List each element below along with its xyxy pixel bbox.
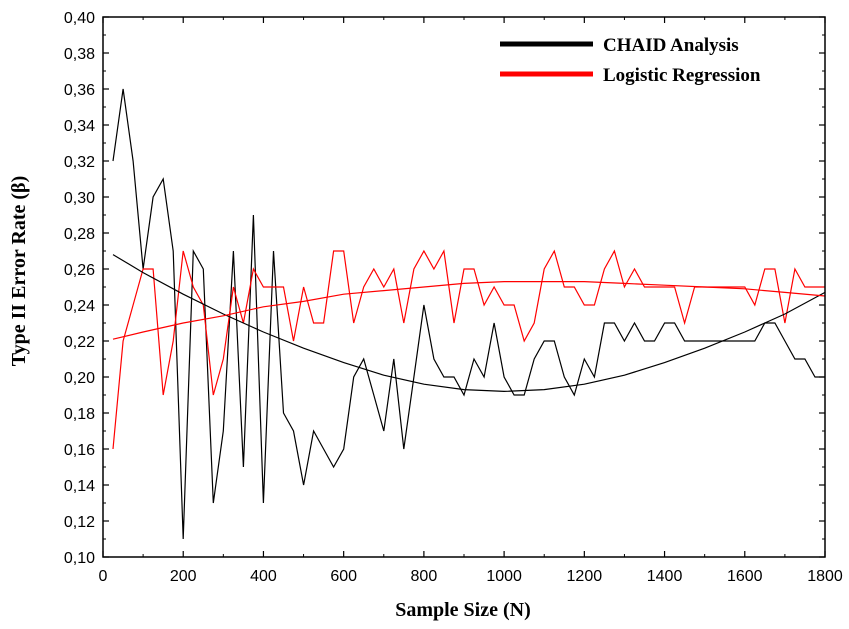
x-tick-label: 600 — [330, 568, 357, 585]
y-tick-label: 0,10 — [64, 550, 95, 567]
y-tick-label: 0,36 — [64, 82, 95, 99]
plot-area-frame — [102, 16, 826, 558]
y-tick-label: 0,30 — [64, 190, 95, 207]
y-tick-label: 0,34 — [64, 118, 95, 135]
axis-ticks: 0 200 400 600 800 1000 1200 1400 1600 1800 0,10 0,1… — [64, 10, 843, 585]
y-tick-label: 0,24 — [64, 298, 95, 315]
x-tick-label: 1200 — [567, 568, 603, 585]
x-tick-label: 1000 — [486, 568, 522, 585]
y-tick-label: 0,16 — [64, 442, 95, 459]
x-tick-label: 800 — [411, 568, 438, 585]
y-axis-title: Type II Error Rate (β) — [8, 176, 30, 367]
x-tick-label: 1600 — [727, 568, 763, 585]
chaid-analysis-series-line — [112, 88, 825, 540]
logistic-regression-fit-curve — [112, 281, 826, 340]
y-tick-label: 0,14 — [64, 478, 95, 495]
legend-label: CHAID Analysis — [603, 35, 739, 56]
y-tick-label: 0,22 — [64, 334, 95, 351]
legend-label: Logistic Regression — [603, 65, 761, 86]
logistic-regression-series-line — [112, 249, 825, 450]
x-tick-label: 200 — [170, 568, 197, 585]
chaid-analysis-fit-curve — [112, 254, 826, 393]
x-tick-label: 400 — [250, 568, 277, 585]
y-tick-label: 0,12 — [64, 514, 95, 531]
y-tick-label: 0,26 — [64, 262, 95, 279]
x-tick-label: 0 — [99, 568, 108, 585]
y-tick-label: 0,18 — [64, 406, 95, 423]
legend: CHAID Analysis Logistic Regression — [500, 35, 761, 86]
y-tick-label: 0,20 — [64, 370, 95, 387]
x-axis-title: Sample Size (N) — [395, 599, 531, 621]
x-tick-label: 1400 — [647, 568, 683, 585]
y-tick-label: 0,28 — [64, 226, 95, 243]
y-tick-label: 0,38 — [64, 46, 95, 63]
series-lines — [112, 88, 826, 540]
y-tick-label: 0,40 — [64, 10, 95, 27]
y-tick-label: 0,32 — [64, 154, 95, 171]
x-tick-label: 1800 — [807, 568, 843, 585]
